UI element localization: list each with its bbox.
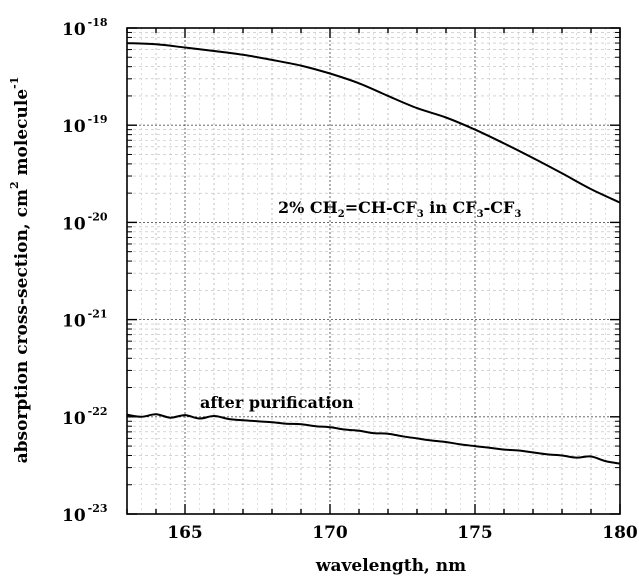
x-tick-label: 180 (602, 523, 638, 543)
series-label: 2% CH2=CH-CF3 in CF3-CF3 (278, 198, 521, 220)
x-tick-label: 165 (167, 523, 203, 543)
series-labels: 2% CH2=CH-CF3 in CF3-CF3 after purificati… (200, 198, 521, 412)
y-tick-label: 10-19 (62, 113, 108, 137)
y-tick-label: 10-22 (62, 405, 108, 429)
series-label: after purification (200, 393, 354, 412)
y-tick-label: 10-20 (62, 210, 108, 234)
y-tick-label: 10-23 (62, 502, 108, 526)
axis-ticks (127, 28, 620, 514)
y-axis-label: absorption cross-section, cm2 molecule-1 (8, 77, 32, 464)
y-tick-label: 10-21 (62, 308, 108, 332)
plot-frame (127, 28, 620, 514)
x-axis-label: wavelength, nm (315, 556, 466, 576)
x-tick-label: 175 (457, 523, 493, 543)
grid (127, 28, 620, 514)
tick-labels: 165 170 175 180 10-18 10-19 10-20 10-21 10-22 10-… (62, 16, 638, 543)
y-tick-label: 10-18 (62, 16, 108, 40)
x-tick-label: 170 (312, 523, 348, 543)
